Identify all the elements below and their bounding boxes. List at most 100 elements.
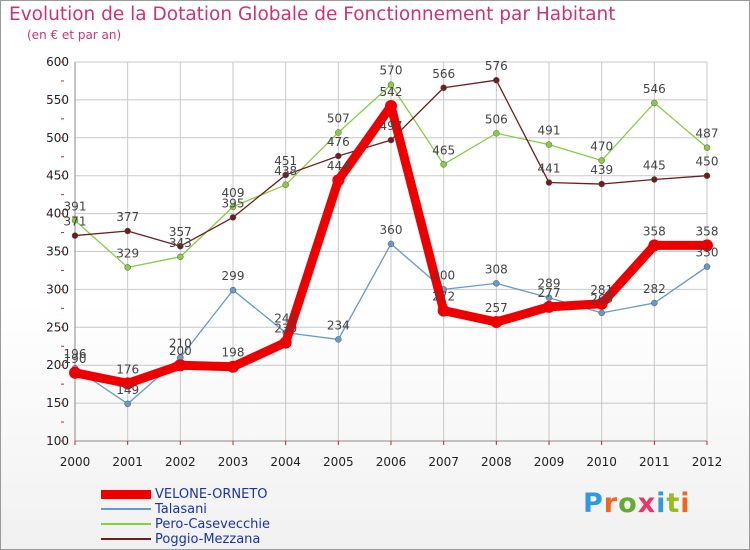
- x-tick-label: 2001: [112, 455, 143, 469]
- data-point: [490, 315, 503, 328]
- data-label: 570: [380, 64, 403, 78]
- data-label: 282: [643, 282, 666, 296]
- data-point: [545, 294, 553, 301]
- brand-letter: o: [618, 488, 638, 519]
- x-tick-label: 2002: [165, 455, 196, 469]
- data-point: [703, 263, 711, 270]
- data-label: 546: [643, 82, 666, 96]
- data-point: [387, 136, 395, 144]
- data-label: 542: [380, 85, 403, 99]
- data-label: 190: [64, 352, 87, 366]
- data-point: [703, 144, 711, 151]
- legend-label: VELONE-ORNETO: [155, 487, 268, 502]
- data-label: 506: [485, 112, 508, 126]
- data-point: [71, 232, 79, 239]
- brand-letter: i: [656, 488, 667, 519]
- data-point: [440, 161, 447, 168]
- y-tick-label: 550: [46, 93, 69, 107]
- data-point: [69, 366, 81, 379]
- data-point: [177, 253, 184, 261]
- y-tick-label: 450: [46, 169, 69, 183]
- data-point: [229, 203, 237, 211]
- brand-letter: t: [666, 488, 681, 519]
- y-tick-label: 400: [46, 207, 69, 221]
- data-label: 149: [116, 383, 139, 397]
- x-tick-label: 2000: [60, 455, 91, 469]
- legend-item: Pero-Casevecchie: [101, 517, 341, 532]
- series-lines: [69, 76, 713, 408]
- data-point: [437, 304, 450, 317]
- data-point: [598, 309, 605, 317]
- legend: VELONE-ORNETO Talasani Pero-Casevecchie Pog…: [101, 487, 341, 547]
- y-tick-label: 600: [46, 55, 69, 69]
- data-point: [651, 299, 658, 307]
- data-label: 438: [274, 164, 297, 178]
- data-label: 329: [116, 246, 139, 260]
- data-point: [701, 239, 713, 252]
- brand-logo: Proxiti: [583, 488, 691, 519]
- y-tick-label: 300: [46, 282, 69, 296]
- data-label: 491: [538, 124, 561, 138]
- legend-label: Pero-Casevecchie: [155, 517, 270, 532]
- data-label: 357: [169, 225, 192, 239]
- data-point: [177, 242, 184, 250]
- data-point: [174, 359, 187, 372]
- y-tick-label: 100: [46, 434, 69, 448]
- data-label: 470: [590, 140, 613, 154]
- data-point: [229, 214, 237, 221]
- data-label: 444: [327, 159, 350, 173]
- data-point: [703, 172, 711, 179]
- data-point: [440, 84, 447, 92]
- data-point: [543, 300, 555, 313]
- brand-letter: P: [583, 488, 604, 519]
- legend-item: Poggio-Mezzana: [101, 532, 341, 547]
- y-tick-label: 150: [46, 396, 69, 410]
- legend-swatch: [101, 523, 151, 525]
- data-point: [124, 264, 131, 271]
- data-point: [124, 400, 131, 408]
- data-point: [335, 129, 342, 136]
- data-label: 300: [432, 268, 455, 282]
- data-label: 210: [169, 337, 192, 351]
- chart-subtitle: (en € et par an): [27, 28, 122, 42]
- data-labels: 190 176 200 198 230 444 542 272 257 277 281 358 358 1…: [64, 59, 719, 397]
- data-label: 176: [116, 362, 139, 376]
- data-point: [387, 81, 395, 88]
- data-point: [598, 180, 605, 188]
- data-label: 299: [222, 269, 245, 283]
- data-point: [648, 239, 661, 252]
- data-label: 450: [696, 155, 719, 169]
- data-point: [493, 280, 500, 287]
- axes: 100 150 200 250 300 350 400 450 500 550 600 2000 200…: [46, 55, 722, 469]
- data-label: 441: [538, 162, 561, 176]
- data-point: [335, 336, 342, 343]
- x-tick-label: 2004: [270, 455, 301, 469]
- legend-swatch: [101, 508, 151, 510]
- legend-item: Talasani: [101, 502, 341, 517]
- x-tick-label: 2008: [481, 455, 512, 469]
- data-label: 198: [222, 346, 245, 360]
- data-label: 445: [643, 158, 666, 172]
- y-tick-label: 350: [46, 245, 69, 259]
- brand-letter: x: [637, 488, 657, 519]
- data-label: 377: [116, 210, 139, 224]
- legend-swatch: [101, 489, 151, 499]
- data-label: 272: [432, 290, 455, 304]
- x-tick-label: 2006: [376, 455, 407, 469]
- data-label: 289: [538, 277, 561, 291]
- data-point: [595, 297, 608, 310]
- data-label: 451: [274, 154, 297, 168]
- data-label: 330: [696, 246, 719, 260]
- data-point: [282, 171, 289, 179]
- data-point: [282, 181, 289, 189]
- x-tick-label: 2009: [534, 455, 565, 469]
- data-label: 200: [169, 344, 192, 358]
- data-label: 358: [696, 224, 719, 238]
- brand-letter: r: [603, 488, 619, 519]
- data-point: [229, 286, 237, 294]
- data-label: 395: [222, 196, 245, 210]
- data-label: 230: [274, 321, 297, 335]
- legend-swatch: [101, 538, 151, 540]
